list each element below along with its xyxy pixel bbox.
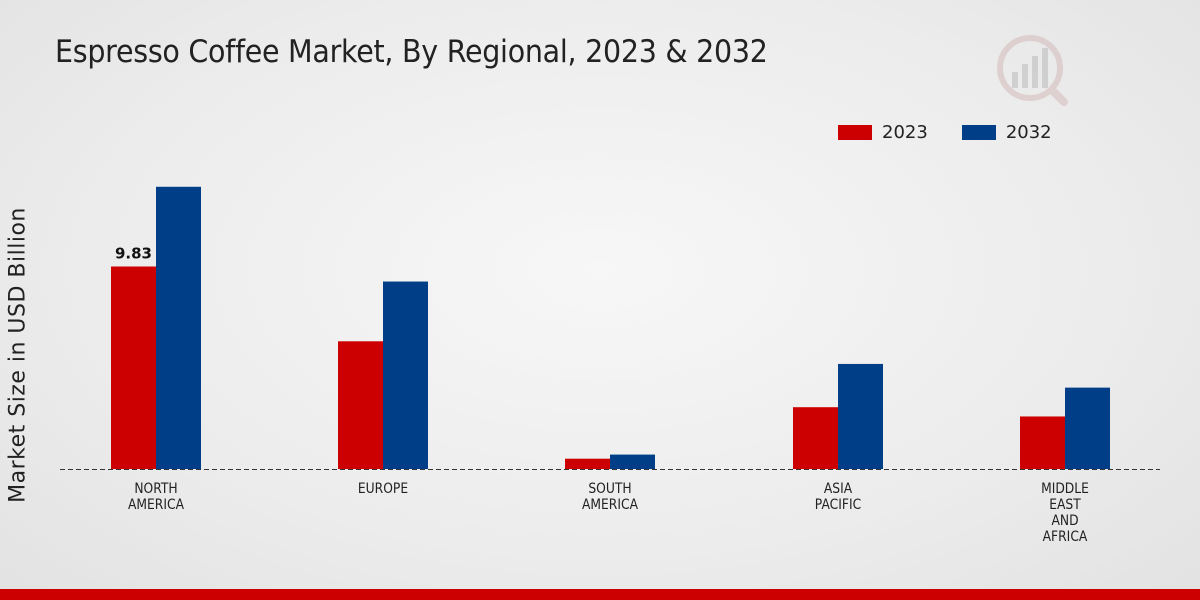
chart-legend: 2023 2032 (838, 122, 1086, 143)
footer-bar (0, 589, 1200, 600)
x-tick-label-2: SOUTH AMERICA (582, 481, 638, 513)
x-tick-label-0: NORTH AMERICA (128, 481, 184, 513)
bar-2032-0 (156, 186, 201, 469)
bar-2032-2 (610, 454, 655, 469)
legend-swatch-2032 (961, 125, 996, 140)
bar-2032-4 (1065, 387, 1110, 469)
legend-item-2032: 2032 (961, 122, 1052, 143)
chart-title: Espresso Coffee Market, By Regional, 202… (55, 34, 768, 70)
x-tick-label-1: EUROPE (358, 481, 408, 497)
bar-2032-1 (383, 281, 428, 469)
data-label-0: 9.83 (115, 245, 152, 263)
legend-label-2023: 2023 (882, 122, 928, 143)
x-tick-label-3: ASIA PACIFIC (815, 481, 861, 513)
legend-swatch-2023 (838, 125, 872, 140)
bar-2023-3 (793, 407, 838, 469)
brand-logo-icon (997, 35, 1068, 106)
bar-2023-4 (1020, 416, 1065, 469)
bar-2023-2 (565, 458, 610, 469)
bar-2023-1 (338, 341, 383, 469)
legend-label-2032: 2032 (1005, 122, 1052, 143)
bar-2023-0 (111, 266, 156, 469)
legend-item-2023: 2023 (838, 122, 928, 143)
x-tick-label-4: MIDDLE EAST AND AFRICA (1041, 481, 1089, 545)
bar-2032-3 (838, 363, 883, 469)
